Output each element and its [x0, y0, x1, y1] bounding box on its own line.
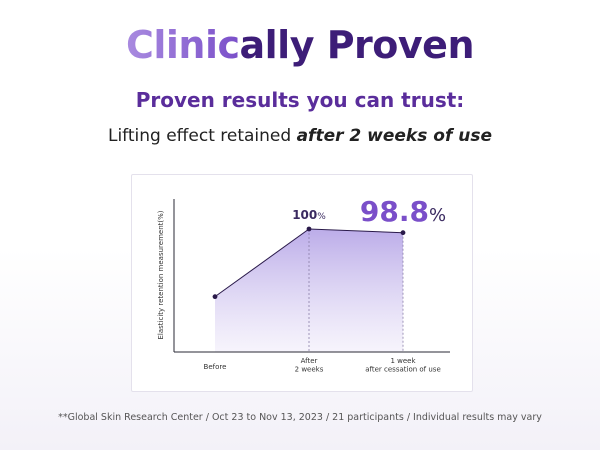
value-label-highlight: 98.8% — [360, 195, 446, 228]
value-label: 100% — [292, 208, 326, 222]
x-tick-label: 1 week after cessation of use — [365, 357, 441, 374]
tagline-emphasis: after 2 weeks of use — [296, 126, 493, 146]
chart-card: Elasticity retention measurement(%) Befor… — [131, 174, 473, 392]
data-point — [212, 294, 218, 300]
subtitle: Proven results you can trust: — [135, 88, 465, 112]
data-point — [400, 230, 406, 236]
title-highlight: Clinic — [125, 23, 240, 67]
elasticity-chart: Elasticity retention measurement(%) Befor… — [157, 195, 450, 374]
footnote: **Global Skin Research Center / Oct 23 t… — [58, 412, 542, 423]
page-title: Clinically Proven — [0, 14, 600, 76]
x-tick-label: Before — [204, 363, 227, 371]
x-tick-label: After 2 weeks — [295, 357, 324, 374]
y-axis-label: Elasticity retention measurement(%) — [157, 210, 165, 339]
title-rest: ally Proven — [239, 23, 475, 67]
tagline-prefix: Lifting effect retained — [107, 126, 297, 146]
data-point — [306, 226, 312, 232]
tagline: Lifting effect retained after 2 weeks of… — [0, 126, 600, 146]
